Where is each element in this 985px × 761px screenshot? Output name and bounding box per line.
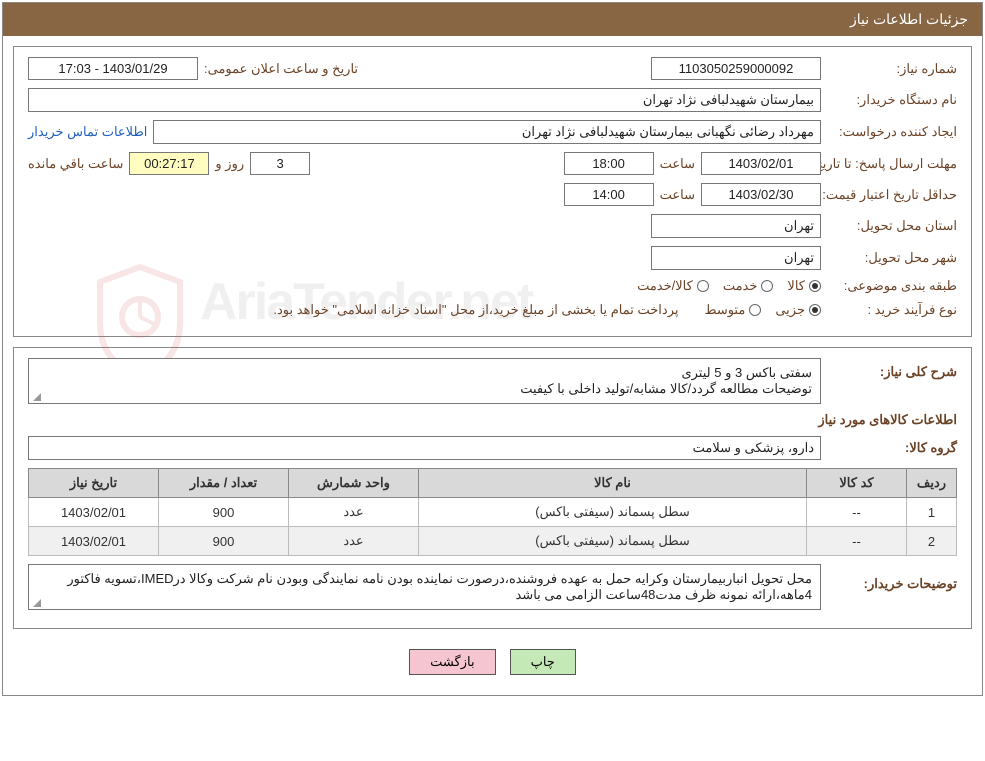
cell-code: -- — [807, 498, 907, 527]
main-container: جزئیات اطلاعات نیاز شماره نیاز: 11030502… — [2, 2, 983, 696]
th-name: نام کالا — [419, 469, 807, 498]
buyer-notes-box: محل تحویل انباربیمارستان وکرایه حمل به ع… — [28, 564, 821, 610]
buyer-notes-text: محل تحویل انباربیمارستان وکرایه حمل به ع… — [67, 571, 812, 602]
th-unit: واحد شمارش — [289, 469, 419, 498]
th-row: ردیف — [907, 469, 957, 498]
payment-note: پرداخت تمام یا بخشی از مبلغ خرید،از محل … — [273, 302, 678, 318]
purchase-type-label: نوع فرآیند خرید : — [827, 302, 957, 318]
th-code: کد کالا — [807, 469, 907, 498]
radio-medium[interactable]: متوسط — [704, 302, 761, 318]
hour-label-1: ساعت — [660, 156, 695, 172]
province-label: استان محل تحویل: — [827, 218, 957, 234]
table-row: 2 -- سطل پسماند (سیفتی باکس) عدد 900 140… — [29, 527, 957, 556]
validity-label: حداقل تاریخ اعتبار قیمت: تا تاریخ: — [827, 187, 957, 203]
deadline-hour-field: 18:00 — [564, 152, 654, 175]
purchase-radio-group: جزیی متوسط — [704, 302, 821, 318]
buyer-device-label: نام دستگاه خریدار: — [827, 92, 957, 108]
requester-field: مهرداد رضائی نگهبانی بیمارستان شهیدلبافی… — [153, 120, 821, 144]
resize-handle-icon[interactable] — [31, 391, 41, 401]
general-desc-box: سفتی باکس 3 و 5 لیتری توضیحات مطالعه گرد… — [28, 358, 821, 404]
need-number-label: شماره نیاز: — [827, 61, 957, 77]
buyer-notes-label: توضیحات خریدار: — [827, 564, 957, 592]
cell-name: سطل پسماند (سیفتی باکس) — [419, 498, 807, 527]
cell-n: 2 — [907, 527, 957, 556]
day-and-label: روز و — [215, 156, 244, 172]
contact-link[interactable]: اطلاعات تماس خریدار — [28, 124, 147, 140]
general-desc-label: شرح کلی نیاز: — [827, 358, 957, 380]
cell-code: -- — [807, 527, 907, 556]
cell-n: 1 — [907, 498, 957, 527]
announce-date-label: تاریخ و ساعت اعلان عمومی: — [204, 61, 358, 77]
deadline-days-field: 3 — [250, 152, 310, 175]
goods-info-heading: اطلاعات کالاهای مورد نیاز — [818, 412, 957, 428]
table-row: 1 -- سطل پسماند (سیفتی باکس) عدد 900 140… — [29, 498, 957, 527]
province-field: تهران — [651, 214, 821, 238]
radio-goods-service[interactable]: کالا/خدمت — [637, 278, 709, 294]
radio-partial[interactable]: جزیی — [775, 302, 821, 318]
radio-service[interactable]: خدمت — [723, 278, 774, 294]
goods-section: شرح کلی نیاز: سفتی باکس 3 و 5 لیتری توضی… — [13, 347, 972, 629]
city-label: شهر محل تحویل: — [827, 250, 957, 266]
radio-goods[interactable]: کالا — [787, 278, 821, 294]
requester-label: ایجاد کننده درخواست: — [827, 124, 957, 140]
general-desc-line1: سفتی باکس 3 و 5 لیتری — [37, 365, 812, 381]
countdown-field: 00:27:17 — [129, 152, 209, 175]
cell-unit: عدد — [289, 527, 419, 556]
goods-table: ردیف کد کالا نام کالا واحد شمارش تعداد /… — [28, 468, 957, 556]
announce-date-field: 1403/01/29 - 17:03 — [28, 57, 198, 80]
resize-handle-icon[interactable] — [31, 597, 41, 607]
cell-date: 1403/02/01 — [29, 527, 159, 556]
th-qty: تعداد / مقدار — [159, 469, 289, 498]
cell-qty: 900 — [159, 498, 289, 527]
subject-radio-group: کالا خدمت کالا/خدمت — [637, 278, 821, 294]
info-section: شماره نیاز: 1103050259000092 تاریخ و ساع… — [13, 46, 972, 337]
goods-group-label: گروه کالا: — [827, 440, 957, 456]
city-field: تهران — [651, 246, 821, 270]
cell-date: 1403/02/01 — [29, 498, 159, 527]
buyer-device-field: بیمارستان شهیدلبافی نژاد تهران — [28, 88, 821, 112]
subject-class-label: طبقه بندی موضوعی: — [827, 278, 957, 294]
hour-label-2: ساعت — [660, 187, 695, 203]
back-button[interactable]: بازگشت — [409, 649, 495, 675]
print-button[interactable]: چاپ — [510, 649, 576, 675]
remaining-label: ساعت باقي مانده — [28, 156, 123, 172]
th-date: تاریخ نیاز — [29, 469, 159, 498]
cell-unit: عدد — [289, 498, 419, 527]
button-row: چاپ بازگشت — [13, 639, 972, 685]
cell-name: سطل پسماند (سیفتی باکس) — [419, 527, 807, 556]
title-bar: جزئیات اطلاعات نیاز — [3, 3, 982, 36]
cell-qty: 900 — [159, 527, 289, 556]
deadline-label: مهلت ارسال پاسخ: تا تاریخ: — [827, 156, 957, 172]
general-desc-line2: توضیحات مطالعه گردد/کالا مشابه/تولید داخ… — [37, 381, 812, 397]
deadline-date-field: 1403/02/01 — [701, 152, 821, 175]
validity-hour-field: 14:00 — [564, 183, 654, 206]
goods-group-field: دارو، پزشکی و سلامت — [28, 436, 821, 460]
need-number-field: 1103050259000092 — [651, 57, 821, 80]
validity-date-field: 1403/02/30 — [701, 183, 821, 206]
